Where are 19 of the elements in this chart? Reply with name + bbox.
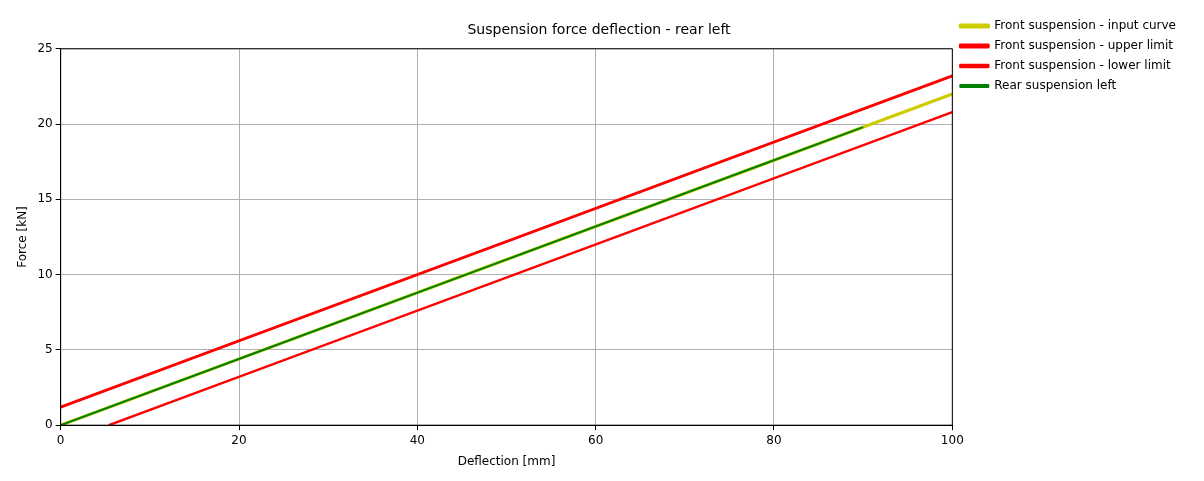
legend-label: Rear suspension left [994,78,1117,93]
x-tick-label: 40 [409,432,425,447]
x-tick-label: 80 [766,432,782,447]
x-axis-title: Deflection [mm] [457,453,556,468]
y-tick-label: 10 [37,266,53,281]
legend-label: Front suspension - input curve [994,18,1177,33]
y-tick-label: 15 [37,191,53,206]
x-tick-label: 100 [940,432,964,447]
y-tick-label: 0 [45,417,53,432]
x-tick-label: 20 [231,432,247,447]
legend-label: Front suspension - lower limit [994,58,1172,73]
chart-title: Suspension force deflection - rear left [467,21,732,38]
y-tick-label: 20 [37,116,53,131]
y-tick-label: 25 [37,40,53,55]
x-tick-label: 0 [56,432,65,447]
x-tick-label: 60 [588,432,604,447]
y-axis-title: Force [kN] [15,206,30,268]
y-tick-label: 5 [45,342,53,357]
legend-label: Front suspension - upper limit [994,38,1174,53]
